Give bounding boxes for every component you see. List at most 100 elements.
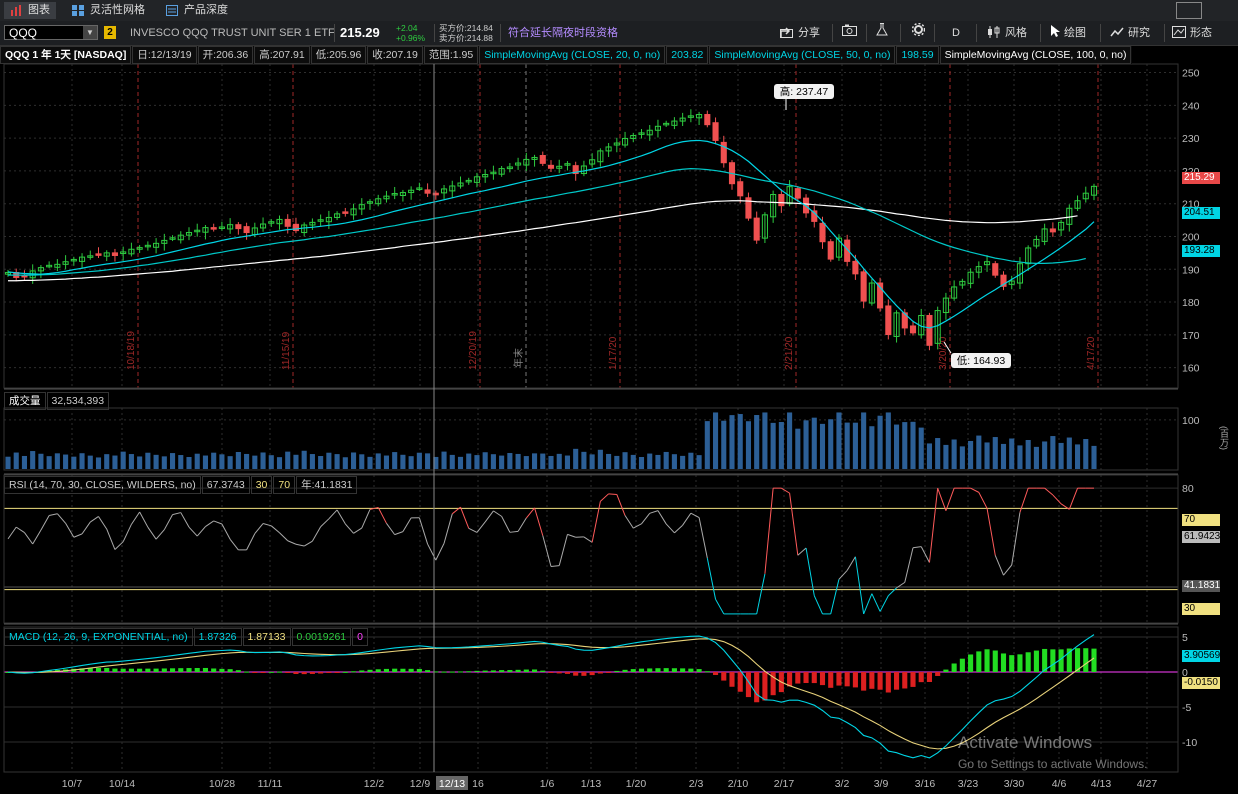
- macd-histogram-bar: [161, 668, 167, 672]
- candle-body: [704, 114, 711, 126]
- header-low: 低:205.96: [310, 46, 367, 64]
- candle-body: [975, 266, 982, 273]
- patterns-button[interactable]: 形态: [1172, 21, 1212, 45]
- symbol-input[interactable]: QQQ ▼: [4, 25, 98, 40]
- macd-label[interactable]: MACD (12, 26, 9, EXPONENTIAL, no): [4, 628, 193, 646]
- snapshot-button[interactable]: [842, 21, 857, 45]
- rsi-label[interactable]: RSI (14, 70, 30, CLOSE, WILDERS, no): [4, 476, 201, 494]
- tab-charts[interactable]: 图表: [4, 2, 56, 19]
- sma20-label[interactable]: SimpleMovingAvg (CLOSE, 20, 0, no): [479, 46, 666, 64]
- price-tick-label: 250: [1182, 68, 1200, 80]
- tab-bar: 图表 灵活性网格 产品深度: [0, 0, 1238, 22]
- candle-body: [317, 219, 324, 222]
- windows-watermark-subtitle: Go to Settings to activate Windows.: [958, 757, 1148, 771]
- rsi-line-segment: [81, 521, 91, 535]
- rsi-line-segment: [920, 546, 930, 563]
- ask-value: 卖方价:214.88: [439, 33, 493, 43]
- macd-histogram-bar: [819, 672, 826, 686]
- chevron-down-icon[interactable]: ▼: [83, 26, 97, 39]
- restore-window-button[interactable]: [1176, 2, 1202, 19]
- macd-histogram-bar: [1066, 648, 1072, 672]
- settings-button[interactable]: [911, 21, 926, 45]
- volume-bar: [54, 453, 60, 469]
- volume-bar: [137, 456, 143, 469]
- chart-axes: 10/7 10/14 10/28 11/11 12/2 12/9 16 1/6 1/13 1/20…: [62, 68, 1200, 790]
- drawings-button[interactable]: 绘图: [1050, 21, 1086, 45]
- chart-title[interactable]: QQQ 1 年 1天 [NASDAQ]: [0, 46, 132, 64]
- price-pane: [4, 109, 1098, 351]
- volume-bar: [244, 453, 250, 469]
- rsi-line-segment: [846, 556, 856, 571]
- rsi-line-segment: [928, 488, 939, 563]
- header-range: 范围:1.95: [423, 46, 479, 64]
- macd-header: MACD (12, 26, 9, EXPONENTIAL, no) 1.8732…: [4, 628, 369, 646]
- period-marker-label: 2/21/20: [784, 336, 795, 370]
- candle-body: [909, 325, 917, 334]
- candle-body: [366, 201, 374, 204]
- rsi-line-segment: [254, 523, 264, 534]
- sma50-label[interactable]: SimpleMovingAvg (CLOSE, 50, 0, no): [709, 46, 896, 64]
- volume-bar: [301, 450, 307, 469]
- macd-histogram-bar: [992, 650, 998, 672]
- tab-flexible-grid[interactable]: 灵活性网格: [66, 2, 151, 19]
- studies-button[interactable]: 研究: [1110, 21, 1150, 45]
- rsi-line-segment: [1052, 494, 1062, 505]
- volume-axis-unit: (百万): [1219, 426, 1229, 450]
- tab-product-depth[interactable]: 产品深度: [160, 2, 234, 19]
- volume-bar: [30, 451, 36, 469]
- style-button[interactable]: 风格: [987, 21, 1027, 45]
- candle-body: [185, 232, 193, 236]
- period-marker-label: 10/18/19: [126, 331, 137, 370]
- macd-histogram-bar: [959, 658, 965, 672]
- rsi-line-segment: [344, 523, 354, 534]
- price-tick-label: 200: [1182, 231, 1200, 243]
- macd-histogram-bar: [943, 669, 949, 672]
- date-tick-label: 4/6: [1052, 778, 1067, 790]
- candle-body: [243, 226, 250, 234]
- flask-button[interactable]: [876, 21, 888, 45]
- macd-histogram-bar: [811, 672, 817, 684]
- sma50-price-tag: 193.28: [1182, 245, 1220, 257]
- macd-histogram-bar: [499, 670, 505, 672]
- volume-bar: [350, 452, 357, 469]
- candle-body: [391, 193, 398, 196]
- rsi-ob: 30: [250, 476, 273, 494]
- rsi-30-tag: 30: [1182, 603, 1220, 615]
- candle-body: [194, 229, 201, 233]
- volume-bar: [976, 435, 982, 469]
- rsi-line-segment: [287, 540, 297, 545]
- rsi-line-segment: [805, 547, 815, 596]
- link-badge[interactable]: 2: [104, 26, 116, 39]
- patterns-icon: [1172, 26, 1186, 38]
- volume-bar: [852, 422, 858, 469]
- candle-body: [1000, 274, 1007, 287]
- price-chart[interactable]: 10/18/19 11/15/19 12/20/19 1/17/20 2/21/20 3/…: [0, 46, 1238, 794]
- macd-histogram-bar: [918, 672, 924, 683]
- period-selector[interactable]: D: [952, 27, 960, 39]
- volume-label[interactable]: 成交量: [4, 392, 46, 410]
- sma100-label[interactable]: SimpleMovingAvg (CLOSE, 100, 0, no): [939, 46, 1132, 64]
- macd-histogram-bar: [597, 672, 603, 674]
- candle-body: [490, 171, 497, 175]
- candle-body: [128, 248, 135, 255]
- date-tick-label: 3/30: [1004, 778, 1025, 790]
- flask-icon: [876, 23, 888, 36]
- candle-body: [120, 251, 127, 255]
- rsi-line-segment: [830, 579, 840, 615]
- extended-hours-notice[interactable]: 符合延长隔夜时段资格: [508, 27, 618, 39]
- date-tick-label: 10/7: [62, 778, 83, 790]
- candle-body: [942, 297, 949, 314]
- candle-body: [786, 186, 793, 205]
- period-markers: 10/18/19 11/15/19 12/20/19 1/17/20 2/21/20 3/…: [126, 64, 1099, 388]
- volume-bar: [704, 421, 710, 469]
- macd-histogram-bar: [638, 668, 645, 672]
- share-button[interactable]: 分享: [780, 21, 820, 45]
- rsi-line-segment: [698, 517, 708, 559]
- rsi-line-segment: [180, 512, 190, 528]
- rsi-line-segment: [493, 510, 502, 517]
- share-icon: [780, 27, 793, 38]
- volume-bar: [531, 453, 538, 469]
- sma20-price-tag: 204.51: [1182, 207, 1220, 219]
- candle-body: [1025, 247, 1032, 265]
- volume-bar: [828, 419, 834, 469]
